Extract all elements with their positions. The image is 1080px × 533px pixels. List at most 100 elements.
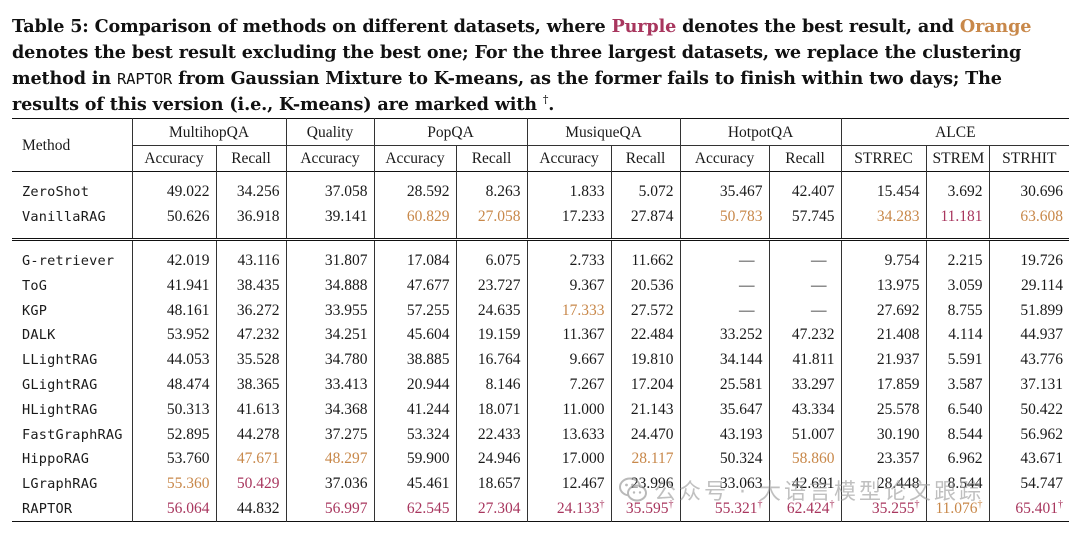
table-cell: 27.874 xyxy=(610,204,681,230)
table-cell: 48.474 xyxy=(131,372,216,398)
caption-dagger: † xyxy=(542,93,549,106)
table-cell: 29.114 xyxy=(988,273,1070,299)
table-row: GLightRAG 48.474 38.365 33.413 20.944 8.146 7.… xyxy=(12,372,1070,398)
subheader: Recall xyxy=(455,145,528,172)
table-cell: 34.251 xyxy=(285,322,374,348)
subheader: Accuracy xyxy=(373,145,456,172)
table-cell: 41.244 xyxy=(373,397,456,423)
spacer-row xyxy=(12,239,1070,249)
caption-part2: denotes the best result, and xyxy=(676,16,960,37)
table-cell: 24.946 xyxy=(455,446,528,472)
table-cell: — xyxy=(679,298,770,323)
table-cell: 33.955 xyxy=(285,298,374,323)
table-cell: 16.764 xyxy=(455,347,528,373)
table-cell: 22.433 xyxy=(455,422,528,447)
table-cell: 62.545 xyxy=(373,496,456,522)
table-cell: 34.256 xyxy=(215,180,286,205)
table-cell: 52.895 xyxy=(131,422,216,447)
table-cell: 47.677 xyxy=(373,273,456,299)
table-cell: 62.424† xyxy=(768,496,842,522)
table-cell: 31.807 xyxy=(285,248,374,274)
table-cell: 58.860 xyxy=(768,446,842,472)
table-cell: 43.116 xyxy=(215,248,286,274)
table-cell: 50.313 xyxy=(131,397,216,423)
table-cell: — xyxy=(768,298,842,323)
subheader: Recall xyxy=(768,145,842,172)
table-cell: 19.726 xyxy=(988,248,1070,274)
table-cell: 65.401† xyxy=(988,496,1070,522)
table-cell: 9.754 xyxy=(840,248,927,274)
method-name: VanillaRAG xyxy=(22,209,106,226)
method-name: HippoRAG xyxy=(22,451,90,468)
caption-raptor: RAPTOR xyxy=(117,70,173,88)
group-header: MultihopQA xyxy=(131,118,286,146)
table-row: HLightRAG 50.313 41.613 34.368 41.244 18.071 1… xyxy=(12,397,1070,423)
dagger-mark: † xyxy=(977,498,983,510)
table-cell: 50.422 xyxy=(988,397,1070,423)
table-cell: — xyxy=(679,273,770,299)
method-name: LLightRAG xyxy=(22,352,98,369)
table-cell: 8.544 xyxy=(925,471,990,497)
table-cell: 17.233 xyxy=(526,204,612,230)
table-cell: 5.072 xyxy=(610,180,681,205)
table-cell: 15.454 xyxy=(840,180,927,205)
table-cell: 34.283 xyxy=(840,204,927,230)
table-row: ToG 41.941 38.435 34.888 47.677 23.727 9.367 20… xyxy=(12,273,1070,299)
table-cell: 5.591 xyxy=(925,347,990,373)
table-cell: 23.996 xyxy=(610,471,681,497)
table-cell: 18.071 xyxy=(455,397,528,423)
subheader: STRHIT xyxy=(988,145,1070,172)
table-cell: 8.263 xyxy=(455,180,528,205)
table-cell: 23.727 xyxy=(455,273,528,299)
table-cell: — xyxy=(768,273,842,299)
table-cell: 39.141 xyxy=(285,204,374,230)
subheader: Accuracy xyxy=(526,145,612,172)
table-cell: 42.019 xyxy=(131,248,216,274)
table-cell: 33.413 xyxy=(285,372,374,398)
caption-orange-word: Orange xyxy=(959,16,1032,37)
subheader: STRREC xyxy=(840,145,927,172)
table-cell: 17.859 xyxy=(840,372,927,398)
results-table: Method MultihopQA Quality PopQA MusiqueQ… xyxy=(12,118,1070,522)
table-row: LGraphRAG 55.360 50.429 37.036 45.461 18.657 1… xyxy=(12,471,1070,497)
table-cell: 45.461 xyxy=(373,471,456,497)
table-cell: 43.334 xyxy=(768,397,842,423)
table-cell: 56.962 xyxy=(988,422,1070,447)
table-cell: 11.181 xyxy=(925,204,990,230)
table-cell: 47.232 xyxy=(768,322,842,348)
subheader: Accuracy xyxy=(679,145,770,172)
table-row: VanillaRAG 50.626 36.918 39.141 60.829 27.058… xyxy=(12,204,1070,230)
table-cell: 17.000 xyxy=(526,446,612,472)
table-cell: 13.633 xyxy=(526,422,612,447)
table-cell: 18.657 xyxy=(455,471,528,497)
table-cell: — xyxy=(768,248,842,274)
table-cell: 28.117 xyxy=(610,446,681,472)
table-cell: 44.053 xyxy=(131,347,216,373)
subheader: Recall xyxy=(215,145,286,172)
group-header: MusiqueQA xyxy=(526,118,681,146)
table-cell: 25.581 xyxy=(679,372,770,398)
caption-part4: from Gaussian Mixture to K-means, as the… xyxy=(12,68,1002,115)
table-cell: 30.696 xyxy=(988,180,1070,205)
table-cell: 24.635 xyxy=(455,298,528,323)
method-name: G-retriever xyxy=(22,252,115,269)
table-cell: 27.692 xyxy=(840,298,927,323)
group-header: HotpotQA xyxy=(679,118,842,146)
table-cell: 33.063 xyxy=(679,471,770,497)
table-cell: 7.267 xyxy=(526,372,612,398)
table-row: HippoRAG 53.760 47.671 48.297 59.900 24.946 17… xyxy=(12,446,1070,472)
method-name: LGraphRAG xyxy=(22,476,98,493)
table-cell: 55.321† xyxy=(679,496,770,522)
group-header: ALCE xyxy=(840,118,1070,146)
table-cell: 24.470 xyxy=(610,422,681,447)
table-row: LLightRAG 44.053 35.528 34.780 38.885 16.764 9… xyxy=(12,347,1070,373)
table-cell: 11.367 xyxy=(526,322,612,348)
table-cell: 37.036 xyxy=(285,471,374,497)
table-cell: 53.324 xyxy=(373,422,456,447)
caption-part3: denotes the best result excluding the be… xyxy=(12,42,1022,89)
table-cell: 20.944 xyxy=(373,372,456,398)
table-cell: 41.941 xyxy=(131,273,216,299)
table-cell: 21.937 xyxy=(840,347,927,373)
table-cell: 38.885 xyxy=(373,347,456,373)
table-cell: 35.528 xyxy=(215,347,286,373)
